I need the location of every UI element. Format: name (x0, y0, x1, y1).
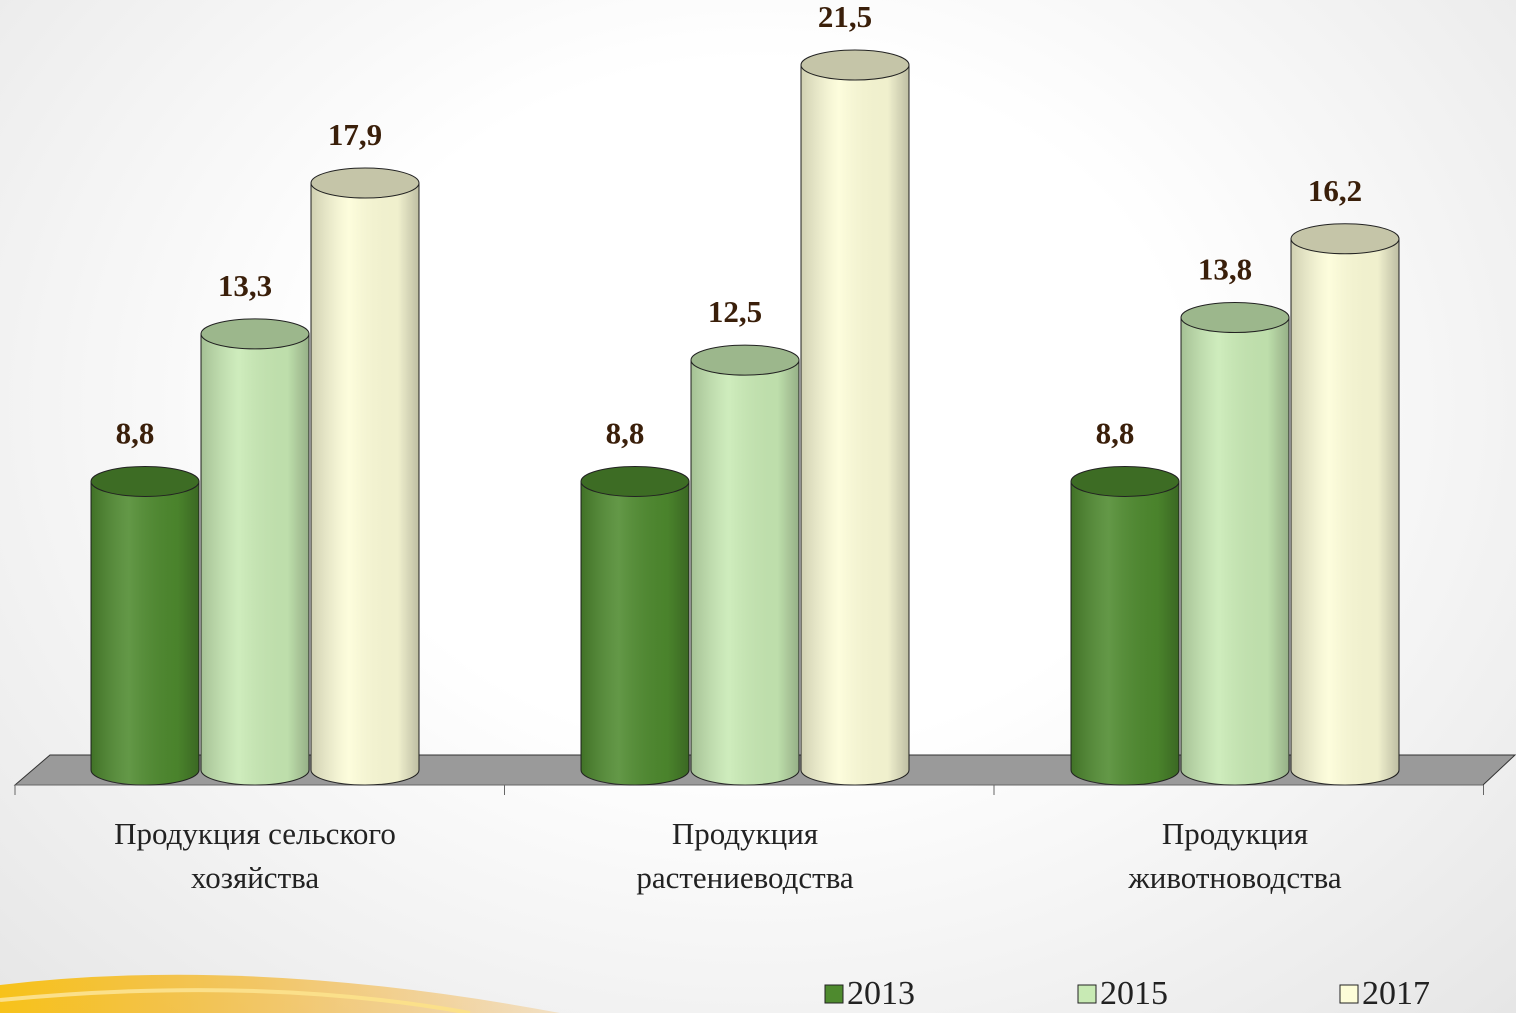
cylinder-top (690, 344, 800, 376)
decor-swoosh-line (0, 988, 471, 1013)
value-label: 17,9 (328, 117, 382, 152)
value-label: 21,5 (818, 0, 872, 34)
cylinder-shade (801, 65, 909, 785)
cylinder-shade (581, 481, 689, 785)
cylinder-top (310, 167, 420, 199)
value-label: 8,8 (1096, 415, 1135, 450)
value-label: 13,3 (218, 268, 272, 303)
value-label: 12,5 (708, 294, 762, 329)
legend-swatch (1339, 984, 1359, 1004)
x-tick-label: Продукция сельского хозяйства (114, 816, 396, 895)
x-tick-label: Продукция животноводства (1128, 816, 1342, 895)
legend-swatch (824, 984, 844, 1004)
cylinder-shade (311, 183, 419, 785)
cylinder-top (1290, 223, 1400, 255)
cylinder-top (800, 49, 910, 81)
cylinder-top (1180, 301, 1290, 333)
value-label: 8,8 (606, 415, 645, 450)
cylinder-shade (201, 333, 309, 785)
legend-label: 2015 (1100, 975, 1168, 1012)
legend-label: 2013 (847, 975, 915, 1012)
value-label: 8,8 (116, 415, 155, 450)
cylinder-shade (1071, 481, 1179, 785)
cylinder-top (1070, 465, 1180, 497)
cylinder-shade (1181, 317, 1289, 785)
cylinder-shade (1291, 238, 1399, 785)
cylinder-shade (691, 360, 799, 785)
cylinder-shade (91, 481, 199, 785)
x-tick-label: Продукция растениеводства (636, 816, 854, 895)
value-label: 16,2 (1308, 173, 1362, 208)
legend-label: 2017 (1362, 975, 1430, 1012)
cylinder-top (580, 465, 690, 497)
value-label: 13,8 (1198, 251, 1252, 286)
legend-swatch (1077, 984, 1097, 1004)
cylinder-top (90, 465, 200, 497)
cylinder-top (200, 318, 310, 350)
